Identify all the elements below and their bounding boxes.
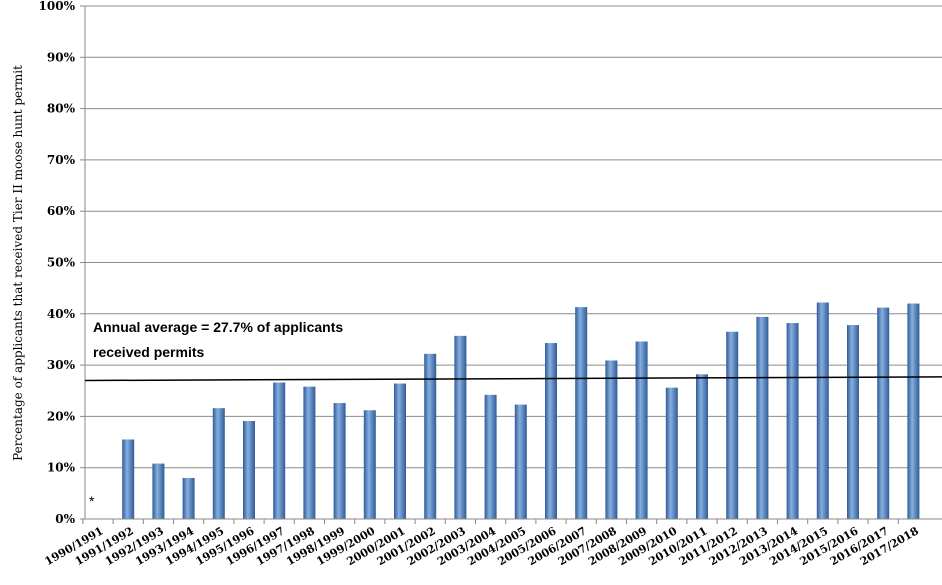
bar	[545, 343, 557, 519]
y-axis-ticks: 0% 10% 20% 30% 40% 50% 60% 70% 80% 90% 100%	[39, 0, 85, 526]
y-tick-label: 80%	[47, 102, 76, 116]
bar	[182, 477, 195, 519]
x-axis-ticks: 1990/19911991/19921992/19931993/19941994…	[42, 519, 921, 568]
y-tick-label: 60%	[47, 204, 76, 218]
y-tick-label: 20%	[47, 409, 76, 423]
bar	[273, 382, 286, 519]
bar	[575, 307, 588, 519]
bar	[635, 341, 648, 519]
bar	[333, 403, 346, 519]
bar	[786, 323, 799, 519]
bar	[363, 410, 376, 519]
bar	[877, 307, 890, 519]
y-tick-label: 50%	[47, 256, 76, 270]
bar	[756, 316, 769, 519]
bar	[303, 386, 316, 519]
bar	[424, 353, 437, 519]
y-tick-label: 10%	[47, 461, 76, 475]
bar	[484, 394, 497, 519]
y-tick-label: 40%	[47, 307, 76, 321]
bar	[212, 408, 225, 519]
average-line	[84, 376, 942, 382]
missing-data-marker: *	[89, 493, 95, 509]
grid-lines	[85, 5, 942, 469]
average-annotation-line-2: received permits	[93, 344, 204, 360]
y-tick-label: 90%	[47, 50, 76, 64]
average-annotation-line-1: Annual average = 27.7% of applicants	[93, 319, 343, 335]
bar	[907, 303, 920, 519]
bar	[847, 325, 859, 519]
bar	[152, 463, 165, 519]
bar	[665, 387, 678, 519]
y-tick-label: 0%	[55, 512, 75, 526]
bar	[514, 404, 527, 519]
bar	[243, 421, 255, 519]
bar	[816, 302, 829, 519]
bar	[726, 331, 739, 519]
y-axis-label: Percentage of applicants that received T…	[11, 65, 25, 461]
bar	[696, 374, 708, 519]
bar	[605, 360, 618, 519]
y-tick-label: 30%	[47, 358, 76, 372]
y-tick-label: 100%	[39, 0, 76, 13]
bar	[122, 439, 135, 519]
axes	[84, 6, 942, 520]
bars	[122, 302, 920, 519]
y-tick-label: 70%	[47, 153, 76, 167]
bar	[454, 335, 467, 519]
bar	[394, 383, 406, 519]
